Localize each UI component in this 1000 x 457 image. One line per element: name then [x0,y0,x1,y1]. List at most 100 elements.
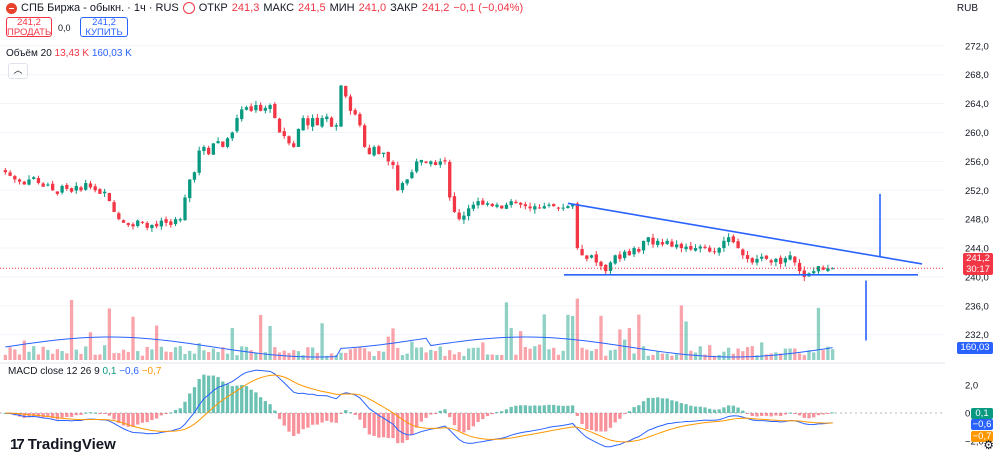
volume-bar [821,350,825,360]
macd-histogram-bar [689,405,693,413]
macd-histogram-bar [641,401,646,413]
macd-histogram-bar [670,400,674,413]
volume-ma-line [5,336,833,358]
volume-bar [206,351,211,360]
volume-bar [736,348,740,360]
candle-body [216,141,220,144]
macd-histogram-bar [164,413,168,414]
macd-histogram-bar [202,374,206,413]
macd-histogram-bar [216,377,220,413]
volume-bar [419,347,424,360]
macd-histogram-bar [344,410,348,413]
macd-histogram-bar [712,409,717,413]
macd-histogram-bar [306,413,310,428]
candle-body [736,241,740,249]
macd-histogram-bar [169,412,173,414]
candle-body [221,141,225,147]
price-tick-label: 248,0 [965,215,989,226]
macd-histogram-bar [121,413,126,426]
candle-body [594,254,598,263]
candle-body [244,107,249,110]
volume-bar [698,346,702,360]
macd-histogram-bar [310,413,315,425]
macd-histogram-bar [684,404,688,413]
macd-histogram-bar [258,397,263,413]
macd-histogram-bar [471,413,476,427]
candle-body [424,161,428,163]
sell-price: 241,2 [17,17,41,28]
candle-body [410,172,414,179]
macd-histogram-bar [315,413,320,425]
volume-bar [102,345,107,360]
macd-histogram-bar [547,404,551,413]
macd-histogram-bar [769,413,773,417]
volume-bar [509,327,513,360]
volume-bar [656,351,660,360]
candle-body [429,161,433,165]
candle-body [570,204,575,207]
candle-body [55,191,60,194]
candle-body [230,132,234,139]
volume-bar [320,323,324,360]
close-value: 241,2 [421,2,450,14]
volume-bar [277,352,282,360]
macd-histogram-bar [793,413,797,414]
volume-bar [585,349,589,360]
macd-histogram-bar [192,387,197,413]
candle-body [760,256,764,259]
macd-histogram-bar [755,413,759,417]
candle-body [769,260,773,263]
volume-bar [334,355,338,360]
volume-bar [216,351,220,360]
volume-bar [651,355,655,360]
volume-bar [518,331,523,360]
bar-countdown: 30:17 [966,264,990,275]
volume-bar [665,353,669,360]
candle-body [500,205,504,209]
volume-bar [552,347,556,360]
macd-histogram-bar [254,392,258,413]
volume-bar [121,349,126,360]
macd-histogram-bar [55,413,60,420]
symbol-title[interactable]: СПБ Биржа - обыкн. · 1ч · RUS [21,2,179,14]
candle-body [689,245,693,250]
candle-body [150,224,154,229]
volume-bar [575,298,580,360]
volume-bar [235,355,239,360]
macd-histogram-bar [391,413,395,439]
volume-bar [301,355,305,360]
volume-bar [410,341,414,360]
candle-body [622,251,627,259]
volume-bar [225,353,230,360]
candle-body [755,258,759,263]
candle-body [802,270,806,277]
macd-histogram-bar [188,393,192,413]
candle-body [414,161,419,172]
tradingview-logo[interactable]: 17 TradingView [10,436,116,453]
settings-icon[interactable]: ⚙ [983,438,994,452]
price-tick-label: 236,0 [965,301,989,312]
price-tick-label: 272,0 [965,41,989,52]
candle-body [344,86,348,97]
volume-legend[interactable]: Объём 20 13,43 K 160,03 K [6,48,132,59]
macd-legend[interactable]: MACD close 12 26 9 0,1 −0,6 −0,7 [8,366,161,377]
candle-body [372,146,376,156]
candle-body [258,104,263,111]
sell-button[interactable]: 241,2 ПРОДАТЬ [6,17,52,38]
collapse-legend-icon[interactable]: ︿ [8,63,28,79]
macd-histogram-bar [405,413,409,441]
macd-histogram-bar [760,413,764,416]
open-label: ОТКР [198,2,228,14]
buy-button[interactable]: 241,2 КУПИТЬ [80,17,128,38]
volume-bar [230,328,234,360]
currency-label[interactable]: RUB [956,3,978,14]
candle-body [32,177,36,179]
high-label: МАКС [263,2,295,14]
candle-body [674,244,679,248]
macd-histogram-bar [334,413,338,423]
volume-bar [32,346,36,360]
volume-bar [462,355,466,360]
macd-histogram-bar [348,412,353,414]
volume-bar [400,355,405,360]
